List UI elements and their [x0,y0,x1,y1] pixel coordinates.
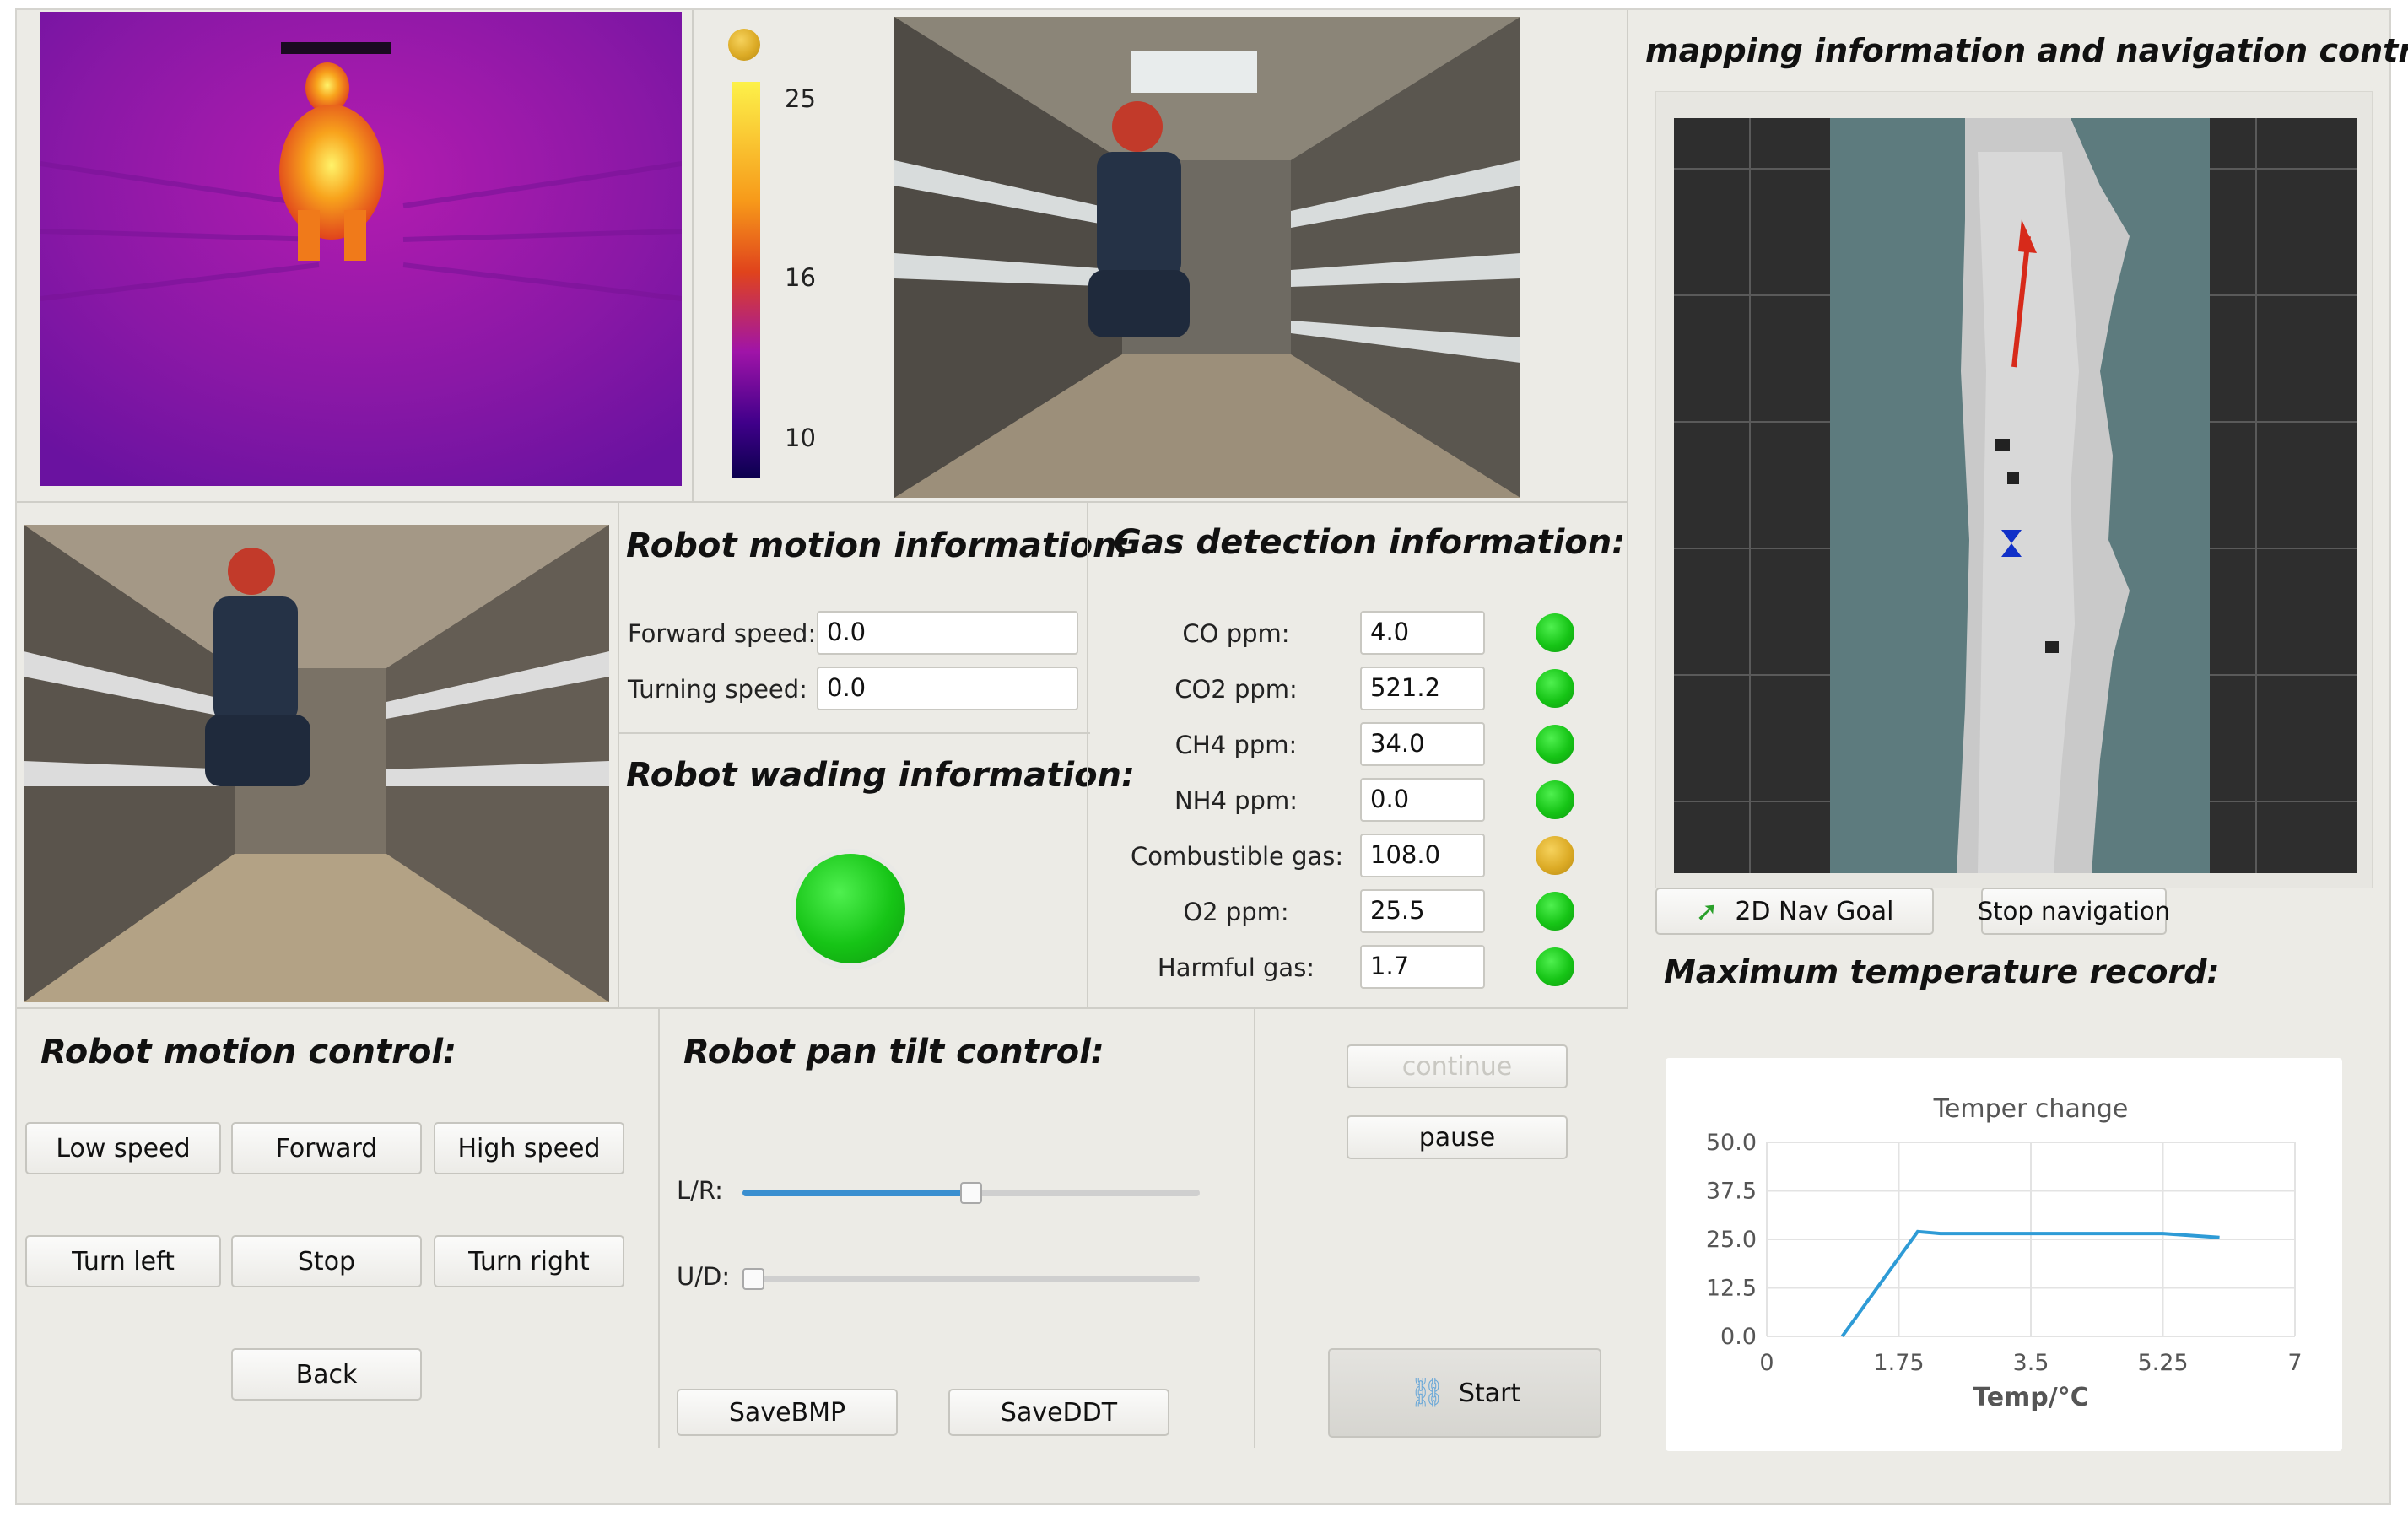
x-tick-label: 0 [1759,1350,1774,1376]
wading-info-title: Robot wading information: [626,756,1136,795]
max-temp-title: Maximum temperature record: [1664,953,2220,990]
save-bmp-button[interactable]: SaveBMP [677,1389,898,1436]
gas-label: O2 ppm: [1183,898,1289,926]
y-tick-label: 37.5 [1706,1179,1757,1205]
gas-value-field[interactable]: 108.0 [1360,834,1485,877]
turn-right-button[interactable]: Turn right [434,1235,624,1287]
turning-speed-field[interactable]: 0.0 [817,667,1078,710]
map-view[interactable] [1674,118,2357,873]
y-tick-label: 0.0 [1720,1324,1757,1350]
ud-label: U/D: [677,1262,731,1291]
low-speed-button[interactable]: Low speed [25,1122,221,1174]
x-axis-label: Temp/°C [1973,1383,2089,1412]
x-tick-label: 3.5 [2013,1350,2049,1376]
y-tick-label: 25.0 [1706,1227,1757,1253]
gas-status-indicator [1536,613,1574,652]
forward-button[interactable]: Forward [231,1122,422,1174]
gas-status-indicator [1536,836,1574,875]
back-button[interactable]: Back [231,1348,422,1401]
start-button[interactable]: ⛓ Start [1328,1348,1601,1438]
ud-slider-handle[interactable] [742,1268,764,1290]
main-window: 25 16 10 mapping information and navigat… [15,8,2408,1505]
gas-label: CH4 ppm: [1174,731,1298,759]
occupancy-grid-map [1674,118,2357,873]
lr-slider-handle[interactable] [960,1182,982,1204]
divider [692,10,694,501]
divider [1254,1009,1255,1448]
gas-label: NH4 ppm: [1174,786,1298,815]
gas-status-indicator [1536,780,1574,819]
lr-label: L/R: [677,1176,723,1205]
temperature-chart: Temper change 0 1.75 3.5 5.25 7 50.0 37.5 25.0 12… [1666,1058,2342,1451]
stop-navigation-button[interactable]: Stop navigation [1978,888,2170,935]
scale-label-high: 25 [785,84,816,113]
forward-speed-field[interactable]: 0.0 [817,611,1078,655]
motion-info-title: Robot motion information: [626,526,1131,565]
ud-slider[interactable] [742,1268,1200,1290]
y-tick-label: 12.5 [1706,1276,1757,1302]
chart-svg: Temper change 0 1.75 3.5 5.25 7 50.0 37.5 25.0 12… [1706,1094,2303,1412]
thermal-image [40,12,682,486]
start-label: Start [1458,1378,1521,1408]
divider [1087,503,1088,1009]
camera-image-main [894,17,1520,498]
gas-label: CO ppm: [1182,619,1290,648]
lr-slider-fill [742,1190,971,1196]
turn-left-button[interactable]: Turn left [25,1235,221,1287]
nav-goal-icon: ➚ [1695,895,1719,927]
gas-value-field[interactable]: 521.2 [1360,667,1485,710]
x-tick-label: 7 [2287,1350,2302,1376]
save-ddt-button[interactable]: SaveDDT [948,1389,1169,1436]
gas-label: Combustible gas: [1131,842,1344,871]
gas-info-title: Gas detection information: [1114,523,1626,562]
gas-status-indicator [1536,947,1574,986]
divider [1627,10,1628,1007]
wading-status-indicator [796,854,905,963]
turning-speed-label: Turning speed: [628,675,807,704]
scale-label-mid: 16 [785,263,816,292]
gas-label: Harmful gas: [1157,953,1315,982]
link-icon: ⛓ [1408,1376,1445,1410]
divider [618,503,619,1009]
thermal-color-scale [732,82,760,478]
gas-value-field[interactable]: 25.5 [1360,889,1485,933]
forward-speed-label: Forward speed: [628,619,817,648]
gas-value-field[interactable]: 34.0 [1360,722,1485,766]
pause-button[interactable]: pause [1347,1115,1568,1159]
nav-goal-button[interactable]: ➚ 2D Nav Goal [1655,888,1934,935]
gas-status-indicator [1536,725,1574,764]
temperature-series-line [1840,1229,2220,1338]
divider [17,1007,1628,1009]
gas-value-field[interactable]: 1.7 [1360,945,1485,989]
continue-button[interactable]: continue [1347,1044,1568,1088]
secondary-camera-view [24,525,609,1002]
divider [658,1009,660,1448]
mapping-title: mapping information and navigation contr… [1645,32,2408,69]
divider [618,732,1090,734]
y-tick-label: 50.0 [1706,1130,1757,1156]
x-tick-label: 5.25 [2137,1350,2188,1376]
gas-status-indicator [1536,892,1574,931]
visible-camera-view [894,17,1520,498]
x-tick-label: 1.75 [1873,1350,1924,1376]
gas-status-indicator [1536,669,1574,708]
thermal-camera-view [40,12,682,486]
scale-label-low: 10 [785,424,816,452]
chart-title: Temper change [1933,1094,2129,1124]
gas-value-field[interactable]: 0.0 [1360,778,1485,822]
high-speed-button[interactable]: High speed [434,1122,624,1174]
thermal-status-indicator [728,29,760,61]
stop-button[interactable]: Stop [231,1235,422,1287]
gas-value-field[interactable]: 4.0 [1360,611,1485,655]
pan-tilt-title: Robot pan tilt control: [683,1033,1104,1071]
motion-control-title: Robot motion control: [40,1033,457,1071]
nav-goal-label: 2D Nav Goal [1735,896,1894,926]
gas-label: CO2 ppm: [1174,675,1298,704]
camera-image-secondary [24,525,609,1002]
lr-slider[interactable] [742,1182,1200,1204]
divider [17,501,1628,503]
